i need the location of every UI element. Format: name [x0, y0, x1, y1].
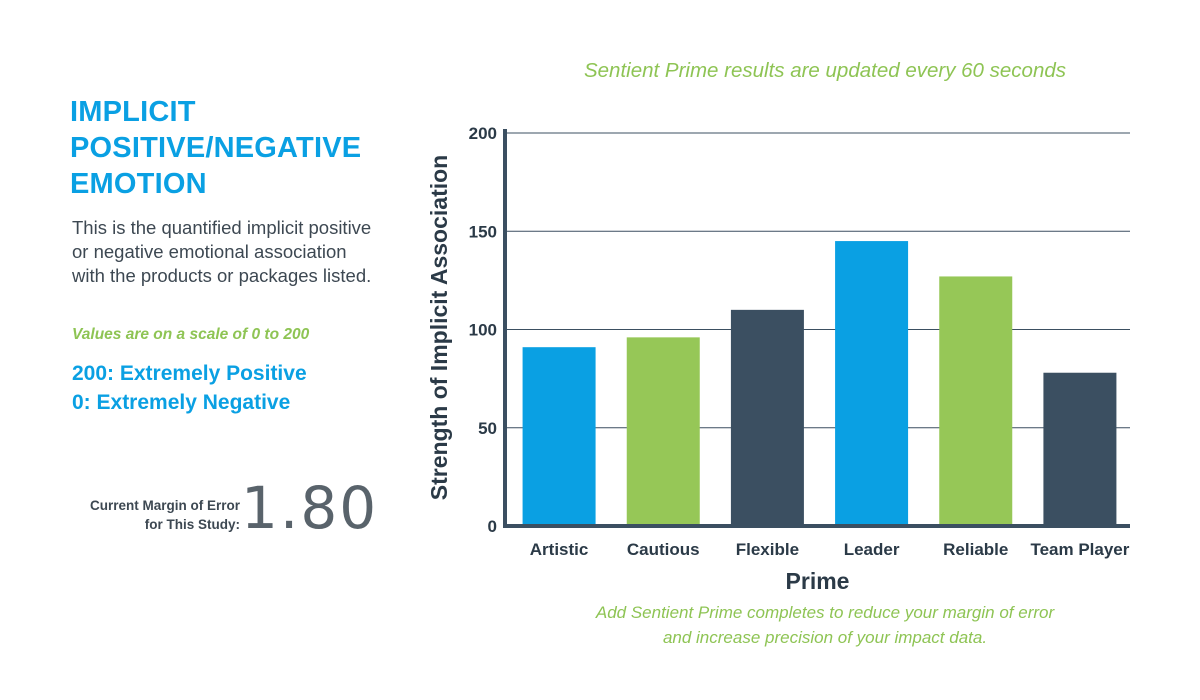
margin-of-error-label: Current Margin of Error for This Study:: [50, 496, 240, 534]
y-tick-label: 0: [488, 517, 497, 536]
axes: [503, 129, 1130, 528]
bar-leader: [835, 241, 909, 526]
scale-legend: 200: Extremely Positive 0: Extremely Neg…: [72, 359, 410, 417]
bars: [522, 241, 1117, 526]
bar-cautious: [626, 337, 700, 526]
margin-of-error: Current Margin of Error for This Study: …: [70, 474, 376, 542]
y-tick-labels: 0 50 100 150 200: [469, 124, 497, 536]
bar-artistic: [522, 347, 596, 526]
x-tick-label: Leader: [844, 540, 900, 559]
x-tick-label: Flexible: [736, 540, 799, 559]
grid-lines: [505, 132, 1130, 429]
info-panel: IMPLICIT POSITIVE/NEGATIVE EMOTION This …: [70, 94, 410, 417]
margin-of-error-label-line: Current Margin of Error: [89, 498, 240, 513]
bar-team-player: [1043, 372, 1117, 526]
y-tick-label: 200: [469, 124, 497, 143]
x-tick-label: Cautious: [627, 540, 700, 559]
panel-title-line: EMOTION: [70, 168, 207, 200]
x-tick-label: Reliable: [943, 540, 1008, 559]
chart-subtitle: Sentient Prime results are updated every…: [583, 59, 1067, 82]
y-tick-label: 150: [469, 222, 497, 241]
scale-note: Values are on a scale of 0 to 200: [72, 326, 310, 343]
footnote-line: Add Sentient Prime completes to reduce y…: [595, 603, 1055, 622]
scale-min-label: 0: Extremely Negative: [72, 391, 291, 414]
margin-of-error-label-line: for This Study:: [144, 517, 240, 532]
footnote: Add Sentient Prime completes to reduce y…: [510, 600, 1140, 650]
panel-title-line: IMPLICIT: [70, 96, 196, 128]
y-axis-title: Strength of Implicit Association: [426, 155, 452, 500]
x-tick-label: Team Player: [1030, 540, 1129, 559]
x-tick-label: Artistic: [530, 540, 589, 559]
panel-title: IMPLICIT POSITIVE/NEGATIVE EMOTION: [70, 94, 410, 202]
y-tick-label: 100: [469, 321, 497, 340]
bar-reliable: [939, 276, 1013, 526]
panel-title-line: POSITIVE/NEGATIVE: [70, 132, 362, 164]
margin-of-error-value: 1.80: [241, 474, 379, 542]
footnote-line: and increase precision of your impact da…: [662, 628, 988, 647]
y-tick-label: 50: [478, 419, 497, 438]
x-axis-title: Prime: [786, 568, 850, 594]
panel-description: This is the quantified implicit positive…: [72, 217, 372, 286]
bar-flexible: [730, 309, 804, 526]
x-tick-labels: Artistic Cautious Flexible Leader Reliable Te…: [530, 540, 1130, 559]
scale-max-label: 200: Extremely Positive: [72, 362, 307, 385]
